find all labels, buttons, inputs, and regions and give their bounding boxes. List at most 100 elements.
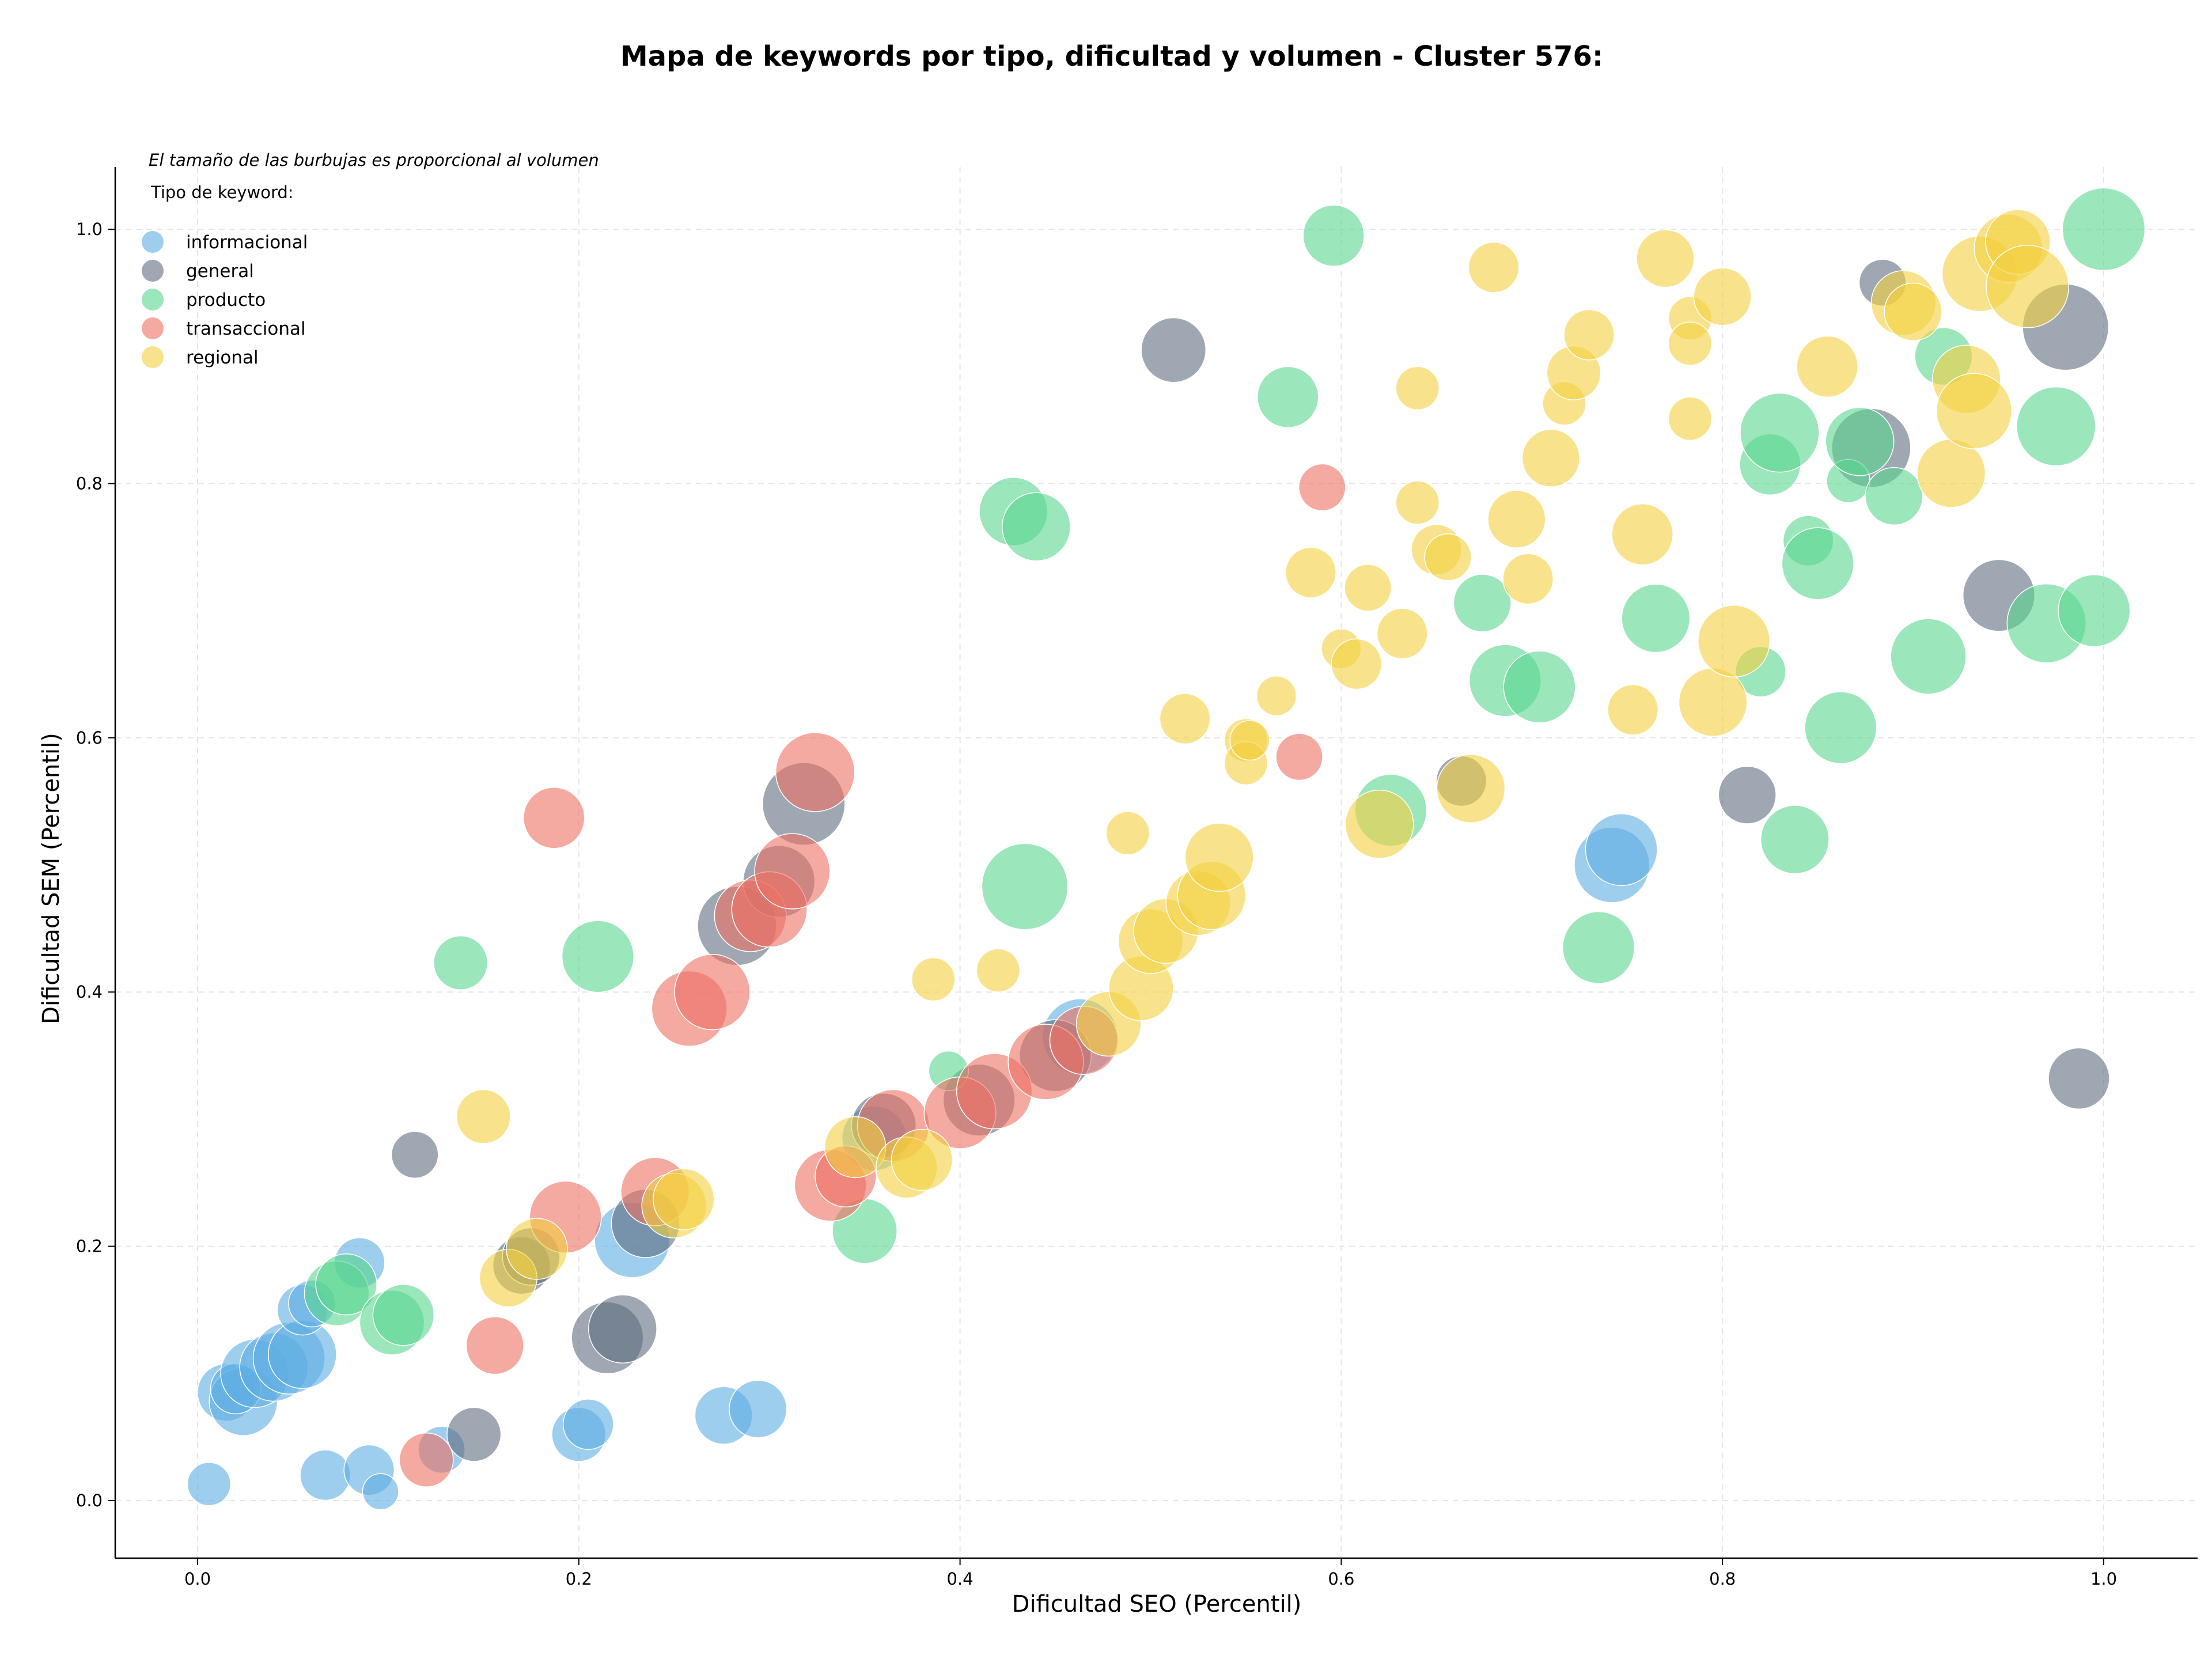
legend-marker-producto — [142, 289, 164, 310]
bubble-informacional — [562, 1399, 614, 1450]
legend-label-informacional: informacional — [186, 232, 308, 253]
bubble-producto — [2062, 187, 2146, 271]
legend-marker-regional — [142, 346, 164, 368]
bubble-transaccional — [399, 1432, 454, 1487]
bubble-general — [1141, 317, 1207, 383]
bubble-regional — [1668, 396, 1713, 441]
x-tick-label: 0.8 — [1709, 1569, 1736, 1589]
legend-label-general: general — [186, 261, 254, 282]
bubble-regional — [1607, 684, 1659, 736]
bubble-producto — [1865, 467, 1923, 526]
legend-label-regional: regional — [186, 347, 259, 368]
legend-marker-transaccional — [142, 317, 164, 339]
x-tick-label: 0.0 — [184, 1569, 211, 1589]
bubble-regional — [1159, 693, 1211, 745]
y-tick-label: 0.8 — [76, 473, 103, 493]
axes: 0.0 0.2 0.4 0.6 0.8 1.0 0.0 0.2 0.4 0.6 0.8 1.0 — [76, 167, 2198, 1589]
bubble-producto — [1621, 584, 1691, 653]
bubble-producto — [2016, 386, 2096, 467]
bubble-producto — [433, 935, 488, 990]
bubble-transaccional — [465, 1316, 524, 1375]
bubble-regional — [1502, 553, 1554, 605]
bubble-regional — [1487, 490, 1546, 548]
bubble-regional — [1424, 533, 1472, 581]
bubble-general — [446, 1407, 502, 1462]
bubble-regional — [1884, 282, 1942, 342]
bubble-producto — [1804, 691, 1877, 764]
bubble-regional — [1344, 564, 1392, 612]
bubble-informacional — [300, 1449, 351, 1501]
y-tick-label: 1.0 — [76, 219, 103, 239]
bubble-regional — [1611, 503, 1673, 566]
bubble-informacional — [362, 1473, 399, 1510]
bubble-regional — [911, 957, 956, 1002]
bubble-regional — [1986, 244, 2069, 328]
chart-title: Mapa de keywords por tipo, dificultad y … — [620, 40, 1603, 73]
y-tick-label: 0.0 — [76, 1491, 103, 1510]
bubble-transaccional — [523, 787, 585, 849]
bubble-producto — [1503, 650, 1576, 723]
bubble-regional — [1256, 675, 1297, 717]
y-tick-label: 0.6 — [76, 728, 103, 748]
legend: El tamaño de las burbujas es proporciona… — [142, 150, 599, 368]
bubble-general — [588, 1294, 657, 1364]
bubble-transaccional — [674, 954, 751, 1031]
bubble-producto — [1302, 204, 1365, 267]
bubble-regional — [1563, 309, 1615, 361]
bubble-producto — [372, 1284, 435, 1346]
bubble-producto — [981, 843, 1069, 930]
bubble-transaccional — [1275, 733, 1323, 781]
y-tick-label: 0.2 — [76, 1237, 103, 1256]
bubbles — [187, 187, 2146, 1510]
bubble-regional — [1693, 267, 1752, 326]
bubble-general — [2048, 1047, 2110, 1110]
bubble-regional — [1184, 823, 1254, 892]
bubble-regional — [1376, 608, 1428, 660]
bubble-regional — [456, 1089, 511, 1145]
legend-title: Tipo de keyword: — [150, 183, 294, 202]
bubble-general — [391, 1131, 439, 1179]
bubble-informacional — [1585, 813, 1658, 887]
bubble-regional — [1636, 229, 1695, 288]
bubble-regional — [1105, 811, 1150, 855]
legend-label-producto: producto — [186, 290, 266, 310]
bubble-producto — [2058, 574, 2131, 647]
bubble-regional — [1936, 373, 2013, 449]
bubble-producto — [1256, 366, 1319, 429]
bubble-producto — [315, 1253, 377, 1316]
bubble-producto — [1562, 911, 1635, 984]
bubble-regional — [1344, 789, 1414, 859]
bubble-regional — [1331, 638, 1382, 690]
bubble-regional — [1698, 605, 1771, 678]
bubble-regional — [653, 1168, 715, 1230]
bubble-informacional — [729, 1380, 787, 1438]
bubble-producto — [1825, 407, 1895, 476]
bubble-transaccional — [1298, 463, 1346, 512]
bubble-regional — [1285, 547, 1336, 598]
y-tick-label: 0.4 — [76, 982, 103, 1002]
grid-lines — [115, 167, 2198, 1558]
bubble-producto — [1781, 527, 1854, 600]
x-tick-label: 1.0 — [2090, 1569, 2117, 1589]
legend-label-transaccional: transaccional — [186, 319, 306, 339]
bubble-regional — [1678, 668, 1748, 737]
bubble-producto — [561, 920, 634, 993]
bubble-regional — [1521, 429, 1581, 487]
bubble-producto — [1002, 492, 1071, 562]
bubble-general — [1718, 766, 1777, 824]
legend-marker-informacional — [142, 231, 164, 253]
bubble-informacional — [187, 1462, 232, 1506]
bubble-regional — [1468, 241, 1520, 293]
bubble-regional — [976, 948, 1021, 993]
bubble-regional — [1796, 335, 1858, 398]
bubble-regional — [1395, 480, 1440, 525]
bubble-producto — [1453, 574, 1512, 632]
bubble-transaccional — [754, 833, 831, 910]
bubble-regional — [1436, 754, 1506, 824]
x-axis-label: Dificultad SEO (Percentil) — [1012, 1591, 1302, 1617]
legend-marker-general — [142, 260, 164, 282]
x-tick-label: 0.4 — [947, 1569, 974, 1589]
x-tick-label: 0.2 — [566, 1569, 592, 1589]
